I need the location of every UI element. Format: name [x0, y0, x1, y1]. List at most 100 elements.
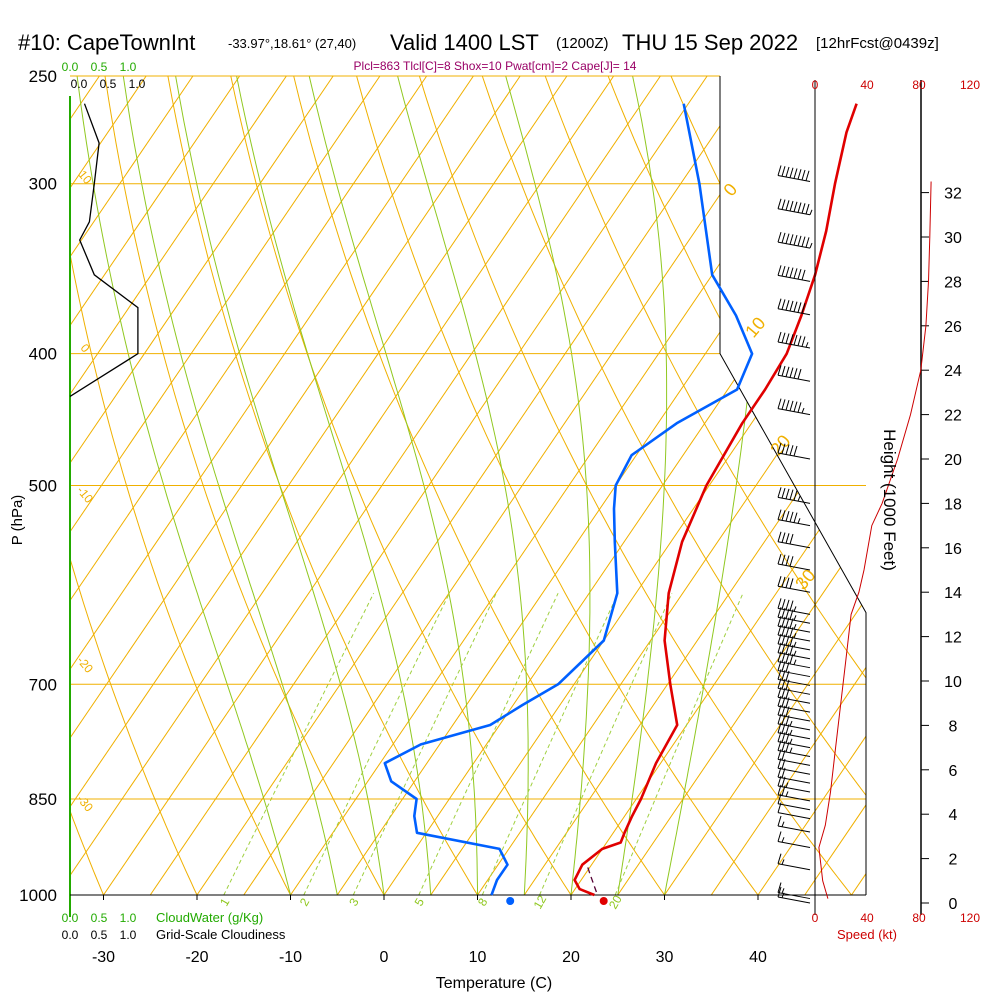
wind-barb-flag: [805, 237, 810, 248]
cloudiness-scale-bottom: 0.0: [62, 928, 79, 942]
wind-barb-flag: [777, 509, 782, 520]
wind-barb-flag: [785, 510, 790, 522]
surface-dewpoint-dot: [506, 897, 515, 905]
wind-barb-staff: [777, 863, 811, 871]
wind-barb: [777, 487, 811, 504]
y-axis-title: P (hPa): [9, 495, 26, 546]
height-tick-label: 8: [949, 718, 958, 735]
temperature-tick-label: 0: [380, 949, 389, 966]
wind-barb-flag: [777, 231, 782, 243]
dry-adiabat-line: [70, 76, 117, 895]
wind-barb-half: [781, 859, 785, 865]
wind-barb-flag: [781, 554, 786, 565]
wind-speed-line: [818, 181, 932, 899]
speed-tick-bottom: 0: [812, 911, 819, 925]
wind-barb: [777, 853, 811, 871]
wind-barb-half: [785, 791, 789, 797]
wind-barb-flag: [785, 577, 790, 588]
wind-barb-staff: [777, 541, 811, 549]
wind-barb-flag: [797, 269, 802, 280]
dry-adiabat-line: [287, 76, 686, 895]
wind-barb: [777, 265, 811, 282]
wind-barb-half: [797, 495, 801, 502]
dry-adiabat-line: [225, 76, 591, 895]
wind-barb: [777, 509, 811, 527]
wind-barb-staff: [777, 825, 811, 833]
wind-barb-half: [793, 632, 797, 639]
wind-barb-flag: [789, 533, 794, 545]
sounding-indices: Plcl=863 Tlcl[C]=8 Shox=10 Pwat[cm]=2 Ca…: [354, 59, 637, 73]
moist-adiabat-line: [76, 76, 291, 895]
height-tick-label: 22: [944, 408, 962, 425]
wind-barb-flag: [785, 555, 790, 566]
wind-barb-flag: [785, 488, 790, 500]
wind-barb-flag: [793, 401, 798, 412]
speed-tick-top: 0: [812, 78, 819, 92]
temperature-tick-label: 10: [469, 949, 487, 966]
mixing-ratio-line: [223, 592, 375, 895]
wind-barb-staff: [777, 714, 811, 722]
isotherm-line: [70, 76, 241, 895]
moist-adiabat-line: [236, 76, 432, 895]
height-tick-label: 24: [944, 363, 962, 380]
wind-barb-half: [793, 606, 797, 612]
height-tick-label: 12: [944, 630, 962, 647]
wind-barb-flag: [785, 266, 790, 278]
valid-time: Valid 1400 LST: [390, 30, 539, 55]
wind-barb-flag: [785, 399, 790, 411]
plot-frame-right: [719, 76, 867, 895]
temperature-tick-label: -30: [92, 949, 115, 966]
wind-barb-staff: [777, 585, 811, 593]
cloudiness-scale-top: 0.5: [100, 77, 117, 91]
cloudiness-scale-bottom: 0.5: [91, 928, 108, 942]
temperature-tick-label: 40: [749, 949, 767, 966]
station-coords: -33.97°,18.61° (27,40): [228, 36, 356, 51]
wind-barb-staff: [777, 678, 811, 686]
mixing-ratio-line: [418, 592, 559, 895]
wind-barb-flag: [789, 167, 794, 178]
wind-barb-staff: [777, 767, 811, 775]
wind-barb: [777, 576, 811, 593]
moist-adiabat-line: [122, 76, 338, 895]
wind-barb-staff: [777, 841, 811, 848]
wind-barb-flag: [781, 365, 786, 377]
pressure-tick-label: 700: [29, 675, 57, 694]
wind-barb-flag: [797, 235, 802, 246]
wind-barb: [777, 553, 811, 571]
wind-barb-flag: [777, 298, 782, 309]
wind-barb-flag: [781, 166, 786, 177]
mixing-ratio-line: [352, 592, 497, 895]
wind-barb: [777, 198, 813, 216]
speed-tick-top: 120: [960, 78, 980, 92]
mixing-ratio-label: 20: [606, 893, 625, 912]
height-tick-label: 10: [944, 674, 962, 691]
wind-barb-flag: [781, 199, 786, 210]
wind-barb-flag: [785, 366, 790, 377]
height-tick-label: 18: [944, 496, 962, 513]
wind-barb-flag: [793, 301, 798, 312]
wind-barb-half: [785, 782, 789, 788]
wind-barb-staff: [777, 749, 811, 757]
wind-barb-flag: [781, 576, 786, 588]
zulu-time: (1200Z): [556, 35, 609, 52]
wind-barb-flag: [785, 233, 790, 244]
cloudwater-scale-top: 1.0: [120, 60, 137, 74]
isotherm-line: [757, 76, 866, 895]
wind-barb-flag: [797, 402, 802, 413]
speed-tick-top: 40: [860, 78, 874, 92]
height-tick-label: 20: [944, 452, 962, 469]
dewpoint-line: [383, 103, 754, 896]
wind-barb-flag: [777, 198, 782, 209]
wind-barb-flag: [793, 268, 798, 279]
wind-barb-flag: [781, 332, 786, 343]
cloudiness-scale-top: 1.0: [129, 77, 146, 91]
wind-barb-flag: [793, 334, 798, 346]
cloudwater-scale-bottom: 1.0: [120, 911, 137, 925]
wind-barb-staff: [777, 687, 811, 695]
wind-barb-flag: [789, 367, 794, 378]
height-tick-label: 30: [944, 230, 962, 247]
isotherm-line: [617, 76, 866, 895]
wind-barb-half: [793, 650, 797, 656]
dry-adiabat-line: [536, 76, 866, 895]
wind-barb-staff: [777, 696, 811, 704]
